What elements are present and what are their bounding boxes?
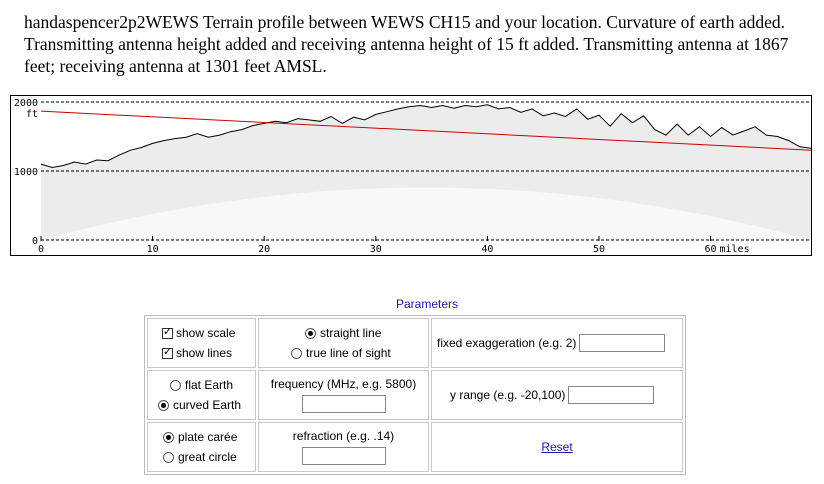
flat-earth-label: flat Earth	[185, 378, 234, 392]
y-range-input[interactable]	[568, 386, 655, 404]
earth-curvature-area	[41, 187, 811, 240]
terrain-profile-svg: 2000 1000 0 ft 0 10 20 30 40 50 60 miles	[14, 98, 811, 255]
y-unit-label: ft	[26, 109, 38, 120]
x-tick-label-60: 60	[705, 244, 717, 255]
show-lines-label: show lines	[176, 346, 233, 360]
true-los-radio[interactable]	[291, 347, 302, 359]
frequency-label: frequency (MHz, e.g. 5800)	[270, 377, 417, 391]
curved-earth-label: curved Earth	[173, 398, 242, 412]
fixed-exaggeration-label: fixed exaggeration (e.g. 2)	[437, 336, 577, 350]
y-range-cell: y range (e.g. -20,100)	[431, 370, 683, 420]
plate-caree-label: plate carée	[178, 430, 238, 444]
scale-options-cell: show scale show lines	[147, 318, 256, 368]
line-of-sight	[40, 110, 811, 151]
show-lines-checkbox[interactable]	[162, 345, 173, 359]
straight-line-label: straight line	[320, 326, 382, 340]
y-range-label: y range (e.g. -20,100)	[450, 388, 566, 402]
show-scale-option[interactable]: show scale	[148, 323, 255, 343]
x-tick-label-10: 10	[147, 244, 159, 255]
x-tick-label-30: 30	[370, 244, 382, 255]
curved-earth-option[interactable]: curved Earth	[148, 395, 255, 415]
great-circle-radio[interactable]	[163, 451, 174, 463]
reset-link[interactable]: Reset	[541, 440, 573, 454]
true-los-option[interactable]: true line of sight	[259, 343, 428, 363]
show-lines-option[interactable]: show lines	[148, 343, 255, 363]
flat-earth-radio[interactable]	[170, 379, 181, 391]
show-scale-label: show scale	[176, 326, 236, 340]
line-mode-cell: straight line true line of sight	[258, 318, 429, 368]
fixed-exaggeration-input[interactable]	[579, 334, 666, 352]
projection-cell: plate carée great circle	[147, 422, 256, 472]
show-scale-checkbox[interactable]	[162, 325, 173, 339]
plate-caree-radio[interactable]	[163, 431, 174, 443]
terrain-profile-chart: 2000 1000 0 ft 0 10 20 30 40 50 60 miles	[10, 95, 812, 256]
straight-line-radio[interactable]	[305, 327, 316, 339]
refraction-input[interactable]	[301, 447, 386, 465]
y-tick-label-1000: 1000	[14, 167, 38, 178]
frequency-input[interactable]	[301, 395, 386, 413]
x-unit-label: miles	[720, 244, 750, 255]
curved-earth-radio[interactable]	[158, 399, 169, 411]
y-tick-label-2000: 2000	[14, 98, 38, 109]
exaggeration-cell: fixed exaggeration (e.g. 2)	[431, 318, 683, 368]
plate-caree-option[interactable]: plate carée	[148, 427, 255, 447]
true-los-label: true line of sight	[306, 346, 391, 360]
x-tick-label-50: 50	[593, 244, 605, 255]
parameters-title: Parameters	[395, 297, 459, 311]
profile-caption: handaspencer2p2WEWS Terrain profile betw…	[24, 12, 789, 76]
reset-cell: Reset	[431, 422, 683, 472]
x-tick-label-0: 0	[38, 244, 44, 255]
flat-earth-option[interactable]: flat Earth	[148, 375, 255, 395]
frequency-cell: frequency (MHz, e.g. 5800)	[258, 370, 429, 420]
x-tick-label-20: 20	[258, 244, 270, 255]
refraction-cell: refraction (e.g. .14)	[258, 422, 429, 472]
refraction-label: refraction (e.g. .14)	[292, 429, 395, 443]
earth-model-cell: flat Earth curved Earth	[147, 370, 256, 420]
straight-line-option[interactable]: straight line	[259, 323, 428, 343]
x-tick-label-40: 40	[481, 244, 493, 255]
terrain-line	[40, 104, 811, 169]
parameters-table: show scale show lines straight line true…	[144, 315, 686, 475]
great-circle-option[interactable]: great circle	[148, 447, 255, 467]
parameters-heading: Parameters	[0, 297, 824, 311]
great-circle-label: great circle	[178, 450, 237, 464]
y-tick-label-0: 0	[32, 236, 38, 247]
